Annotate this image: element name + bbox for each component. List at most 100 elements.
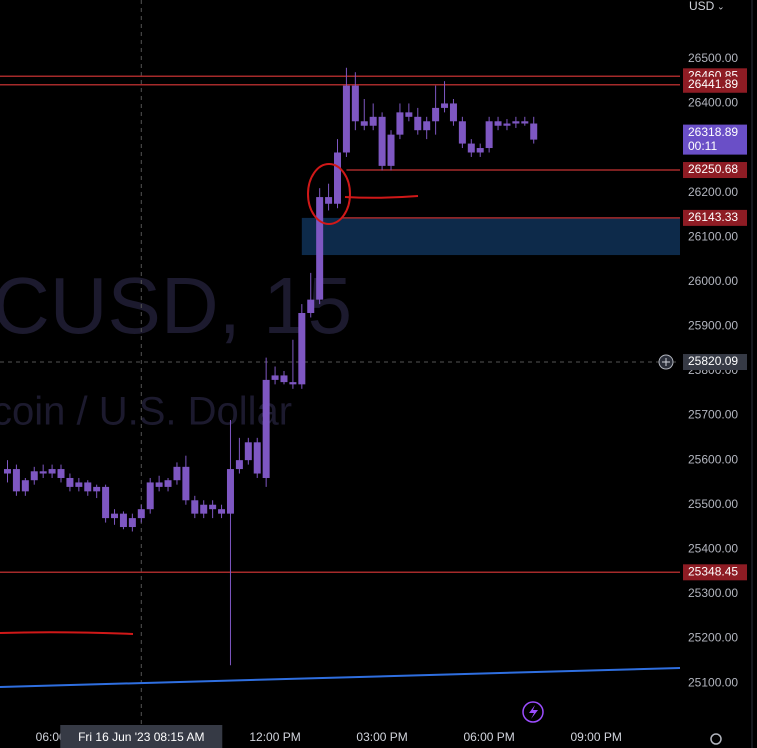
- candle-body: [128, 518, 136, 528]
- price-label: 26441.89: [688, 77, 738, 91]
- y-tick-label: 26400.00: [688, 96, 738, 110]
- x-tick-label: 03:00 PM: [356, 730, 407, 744]
- candle-body: [521, 121, 529, 124]
- candle-body: [244, 442, 252, 461]
- trend-line: [0, 667, 681, 688]
- candle-body: [316, 197, 324, 300]
- watermark-description: coin / U.S. Dollar: [0, 390, 292, 434]
- candle-body: [93, 486, 101, 492]
- candle-body: [342, 85, 350, 153]
- candle-body: [200, 504, 208, 514]
- candle-body: [119, 513, 127, 528]
- currency-selector[interactable]: USD: [689, 0, 715, 13]
- candle-body: [476, 148, 484, 153]
- y-tick-label: 25700.00: [688, 408, 738, 422]
- candle-body: [289, 382, 297, 385]
- candle-body: [84, 482, 92, 492]
- crosshair-y-box: [683, 354, 747, 371]
- plus-icon: [662, 358, 670, 367]
- candle-body: [503, 123, 511, 126]
- y-tick-label: 25400.00: [688, 541, 738, 555]
- candle-body: [66, 477, 74, 487]
- candle-body: [209, 504, 217, 510]
- x-tick-label: 06:00 PM: [463, 730, 514, 744]
- candle-body: [191, 500, 199, 514]
- candle-body: [414, 116, 422, 131]
- candle-body: [334, 152, 342, 204]
- candle-body: [164, 480, 172, 487]
- candle-body: [369, 116, 377, 126]
- candle-body: [485, 121, 493, 149]
- zone: [301, 217, 680, 256]
- candle-body: [449, 103, 457, 122]
- candle-body: [235, 460, 243, 470]
- candle-body: [173, 466, 181, 481]
- candle-body: [226, 469, 234, 514]
- candle-body: [137, 509, 145, 519]
- dropdown-arrow[interactable]: ⌄: [717, 1, 725, 11]
- y-tick-label: 26100.00: [688, 229, 738, 243]
- y-tick-label: 26000.00: [688, 274, 738, 288]
- crosshair-y-label: 25820.09: [688, 354, 738, 368]
- candle-body: [458, 121, 466, 144]
- candle-body: [280, 375, 288, 383]
- candle-body: [102, 486, 110, 519]
- candle-body: [218, 509, 226, 514]
- price-label-box: [683, 162, 747, 179]
- y-tick-label: 25600.00: [688, 452, 738, 466]
- candle-body: [12, 469, 20, 492]
- candle-body: [325, 197, 333, 204]
- candle-body: [441, 103, 449, 108]
- y-tick-label: 25500.00: [688, 497, 738, 511]
- drawn-line: [344, 195, 419, 199]
- candle-body: [75, 482, 83, 487]
- drawn-ellipse: [307, 163, 351, 225]
- y-tick-label: 26500.00: [688, 51, 738, 65]
- last-price-box: [683, 124, 747, 155]
- x-tick-label: 12:00 PM: [249, 730, 300, 744]
- lightning-icon: [529, 705, 538, 719]
- price-label-box: [683, 209, 747, 226]
- candle-body: [253, 442, 261, 474]
- watermark-symbol: CUSD, 15: [0, 261, 352, 350]
- candle-body: [378, 116, 386, 166]
- plot: [0, 0, 680, 725]
- candle-body: [262, 379, 270, 478]
- last-price: 26318.89: [688, 125, 738, 139]
- candle-body: [39, 471, 47, 474]
- candle-body: [494, 121, 502, 126]
- candle-body: [48, 469, 56, 474]
- price-label: 26250.68: [688, 162, 738, 176]
- candle-body: [3, 469, 11, 474]
- drawn-line: [0, 631, 134, 635]
- y-tick-label: 25100.00: [688, 675, 738, 689]
- candle-body: [155, 482, 163, 487]
- crosshair-x-box: [60, 725, 223, 748]
- crosshair-x-label: Fri 16 Jun '23 08:15 AM: [78, 730, 204, 744]
- candle-body: [146, 482, 154, 510]
- price-label: 26143.33: [688, 210, 738, 224]
- candle-body: [423, 121, 431, 131]
- y-tick-label: 26200.00: [688, 185, 738, 199]
- candle-body: [271, 375, 279, 380]
- candle-body: [307, 299, 315, 314]
- candle-body: [351, 85, 359, 122]
- price-label-box: [683, 564, 747, 581]
- lightning-button[interactable]: [522, 701, 544, 723]
- candle-body: [467, 143, 475, 153]
- countdown: 00:11: [688, 139, 717, 153]
- candle-body: [530, 123, 538, 140]
- candle-body: [21, 480, 29, 492]
- candle-body: [182, 466, 190, 501]
- settings-button[interactable]: [710, 733, 722, 745]
- price-label-box: [683, 76, 747, 93]
- candle-body: [512, 121, 520, 124]
- candle-body: [405, 112, 413, 117]
- candle-body: [387, 134, 395, 166]
- candle-body: [298, 313, 306, 385]
- y-tick-label: 25300.00: [688, 586, 738, 600]
- candle-body: [360, 121, 368, 126]
- y-tick-label: 25200.00: [688, 631, 738, 645]
- candle-body: [396, 112, 404, 135]
